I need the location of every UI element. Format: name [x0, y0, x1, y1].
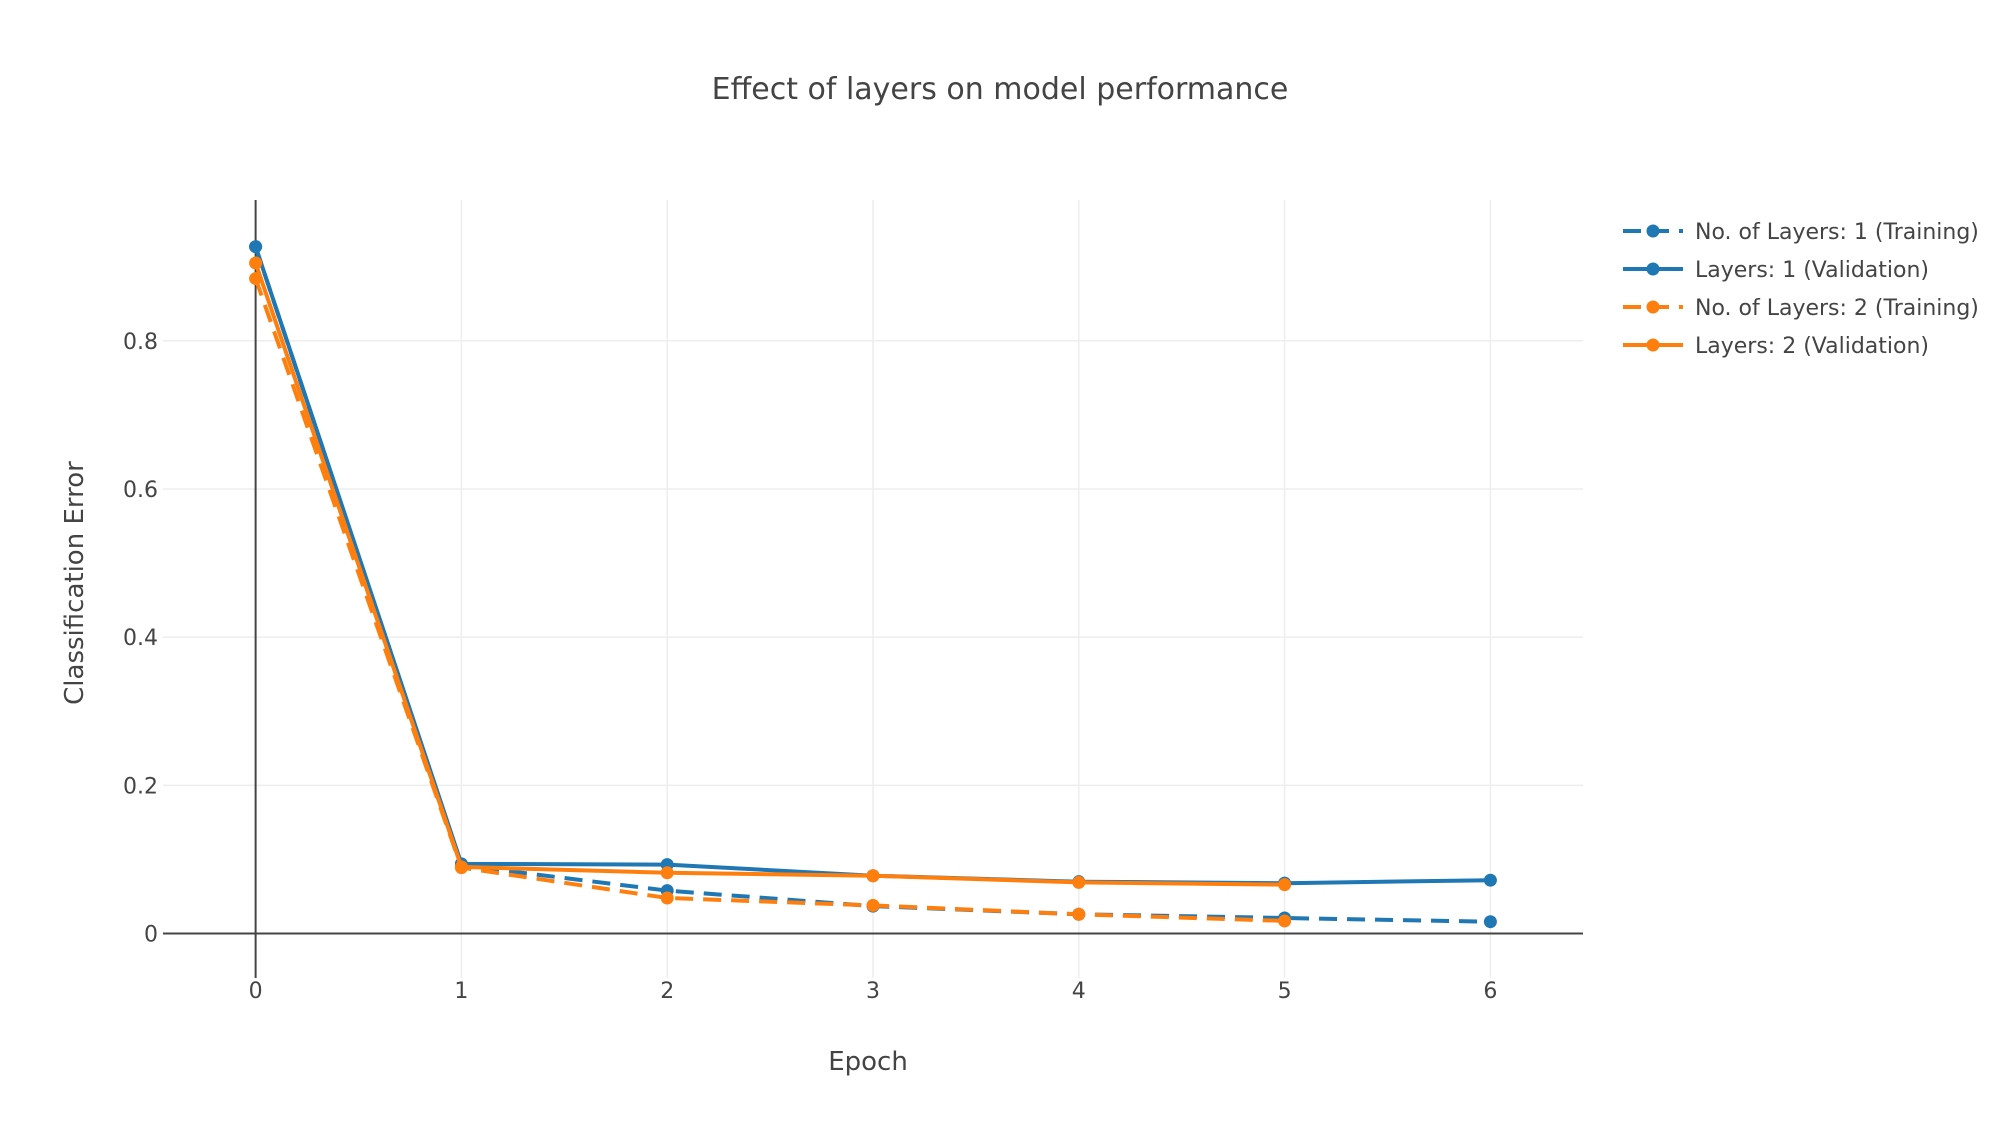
- legend: No. of Layers: 1 (Training) Layers: 1 (Va…: [1623, 220, 1979, 359]
- data-point: [249, 256, 263, 270]
- chart-title: Effect of layers on model performance: [712, 72, 1289, 107]
- series-3: [249, 272, 1292, 928]
- data-point: [660, 866, 674, 880]
- data-point: [1483, 873, 1497, 887]
- y-axis-title: Classification Error: [60, 461, 90, 705]
- data-point: [866, 898, 880, 912]
- x-tick-label: 1: [454, 979, 468, 1004]
- y-tick-label: 0.6: [123, 478, 158, 503]
- y-tick-label: 0.4: [123, 626, 158, 651]
- x-tick-label: 6: [1483, 979, 1497, 1004]
- data-point: [1278, 878, 1292, 892]
- data-point: [454, 860, 468, 874]
- legend-marker: [1646, 338, 1660, 352]
- x-tick-label: 2: [660, 979, 674, 1004]
- series-line: [253, 277, 1285, 923]
- x-tick-label: 4: [1072, 979, 1086, 1004]
- data-point: [866, 869, 880, 883]
- axes: [163, 200, 1583, 978]
- y-tick-label: 0.2: [123, 774, 158, 799]
- legend-item-4: Layers: 2 (Validation): [1623, 334, 1929, 359]
- legend-marker: [1646, 262, 1660, 276]
- x-axis-title: Epoch: [828, 1047, 908, 1077]
- data-point: [1072, 875, 1086, 889]
- legend-item-2: Layers: 1 (Validation): [1623, 258, 1929, 283]
- data-point: [1278, 914, 1292, 928]
- legend-item-3: No. of Layers: 2 (Training): [1623, 296, 1979, 321]
- legend-label: No. of Layers: 2 (Training): [1695, 296, 1979, 321]
- series-4: [249, 256, 1292, 892]
- legend-label: Layers: 1 (Validation): [1695, 258, 1929, 283]
- x-tick-label: 3: [866, 979, 880, 1004]
- y-tick-label: 0: [144, 923, 158, 948]
- tick-labels: 0 1 2 3 4 5 6 0 0.2 0.4 0.6 0.8: [123, 330, 1497, 1004]
- plot-area: [249, 240, 1497, 929]
- y-tick-label: 0.8: [123, 330, 158, 355]
- legend-marker: [1646, 224, 1660, 238]
- series-line: [253, 262, 1285, 887]
- legend-marker: [1646, 300, 1660, 314]
- x-tick-label: 0: [249, 979, 263, 1004]
- legend-label: Layers: 2 (Validation): [1695, 334, 1929, 359]
- legend-item-1: No. of Layers: 1 (Training): [1623, 220, 1979, 245]
- grid: [163, 200, 1583, 978]
- legend-label: No. of Layers: 1 (Training): [1695, 220, 1979, 245]
- data-point: [249, 240, 263, 254]
- data-point: [1072, 907, 1086, 921]
- data-point: [1483, 915, 1497, 929]
- x-tick-label: 5: [1278, 979, 1292, 1004]
- data-point: [660, 891, 674, 905]
